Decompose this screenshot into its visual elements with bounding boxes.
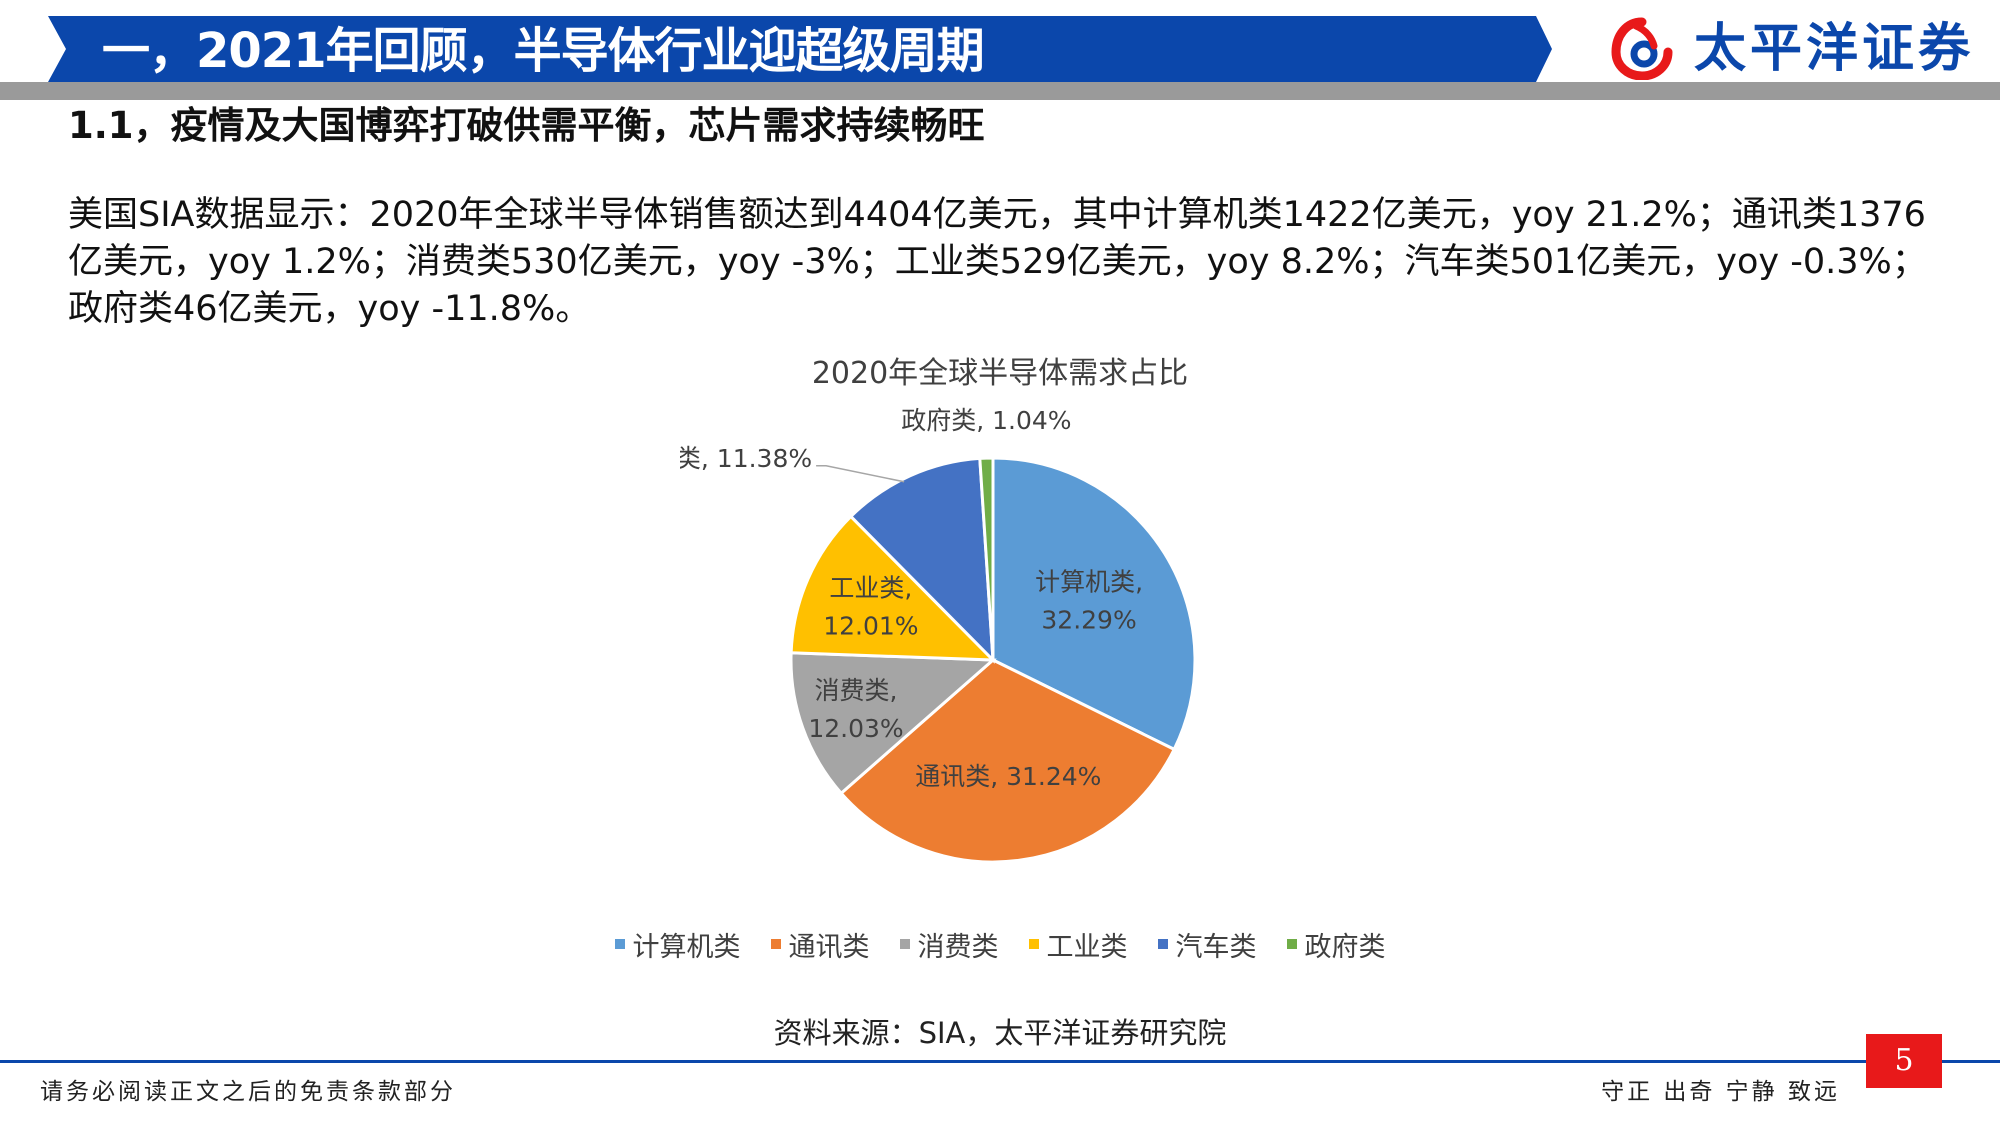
chart-legend: 计算机类 通讯类 消费类 工业类 汽车类 政府类	[590, 922, 1410, 966]
footer-disclaimer: 请务必阅读正文之后的免责条款部分	[40, 1079, 456, 1105]
legend-label-government: 政府类	[1304, 931, 1386, 963]
company-logo: 太平洋证券	[1610, 14, 1990, 84]
legend-item-consumer: 消费类	[899, 925, 999, 964]
header-divider	[0, 82, 2000, 100]
legend-item-industrial: 工业类	[1028, 925, 1128, 964]
data-label-communication: 通讯类, 31.24%	[915, 762, 1101, 791]
data-label-automotive: 汽车类, 11.38%	[680, 444, 812, 473]
pie-slice-consumer	[789, 651, 997, 796]
page-title: 一，2021年回顾，半导体行业迎超级周期	[102, 23, 985, 79]
legend-swatch-government	[1286, 939, 1297, 949]
legend-swatch-automotive	[1157, 939, 1168, 949]
data-label-industrial: 工业类, 12.01%	[823, 573, 918, 640]
body-paragraph: 美国SIA数据显示：2020年全球半导体销售额达到4404亿美元，其中计算机类1…	[68, 195, 1927, 329]
logo-text: 太平洋证券	[1694, 19, 1975, 79]
pie-slice-computer	[991, 456, 1197, 752]
legend-swatch-communication	[770, 939, 781, 949]
legend-label-industrial: 工业类	[1046, 931, 1128, 963]
pie-chart: 计算机类, 32.29% 通讯类, 31.24% 消费类, 12.03% 工业类, 12.0…	[680, 406, 1197, 864]
legend-label-consumer: 消费类	[917, 931, 999, 963]
data-label-consumer: 消费类, 12.03%	[808, 676, 903, 743]
pie-slice-communication	[839, 658, 1177, 864]
legend-swatch-computer	[614, 939, 625, 949]
page-number: 5	[1866, 1034, 1942, 1088]
pie-slice-automotive	[848, 456, 995, 664]
header-band	[48, 16, 1552, 82]
legend-label-computer: 计算机类	[632, 931, 741, 963]
legend-item-government: 政府类	[1286, 925, 1386, 964]
footer-motto: 守正 出奇 宁静 致远	[1601, 1079, 1840, 1105]
legend-swatch-consumer	[899, 939, 910, 949]
source-note: 资料来源：SIA，太平洋证券研究院	[773, 1016, 1227, 1050]
data-label-government: 政府类, 1.04%	[901, 406, 1071, 435]
footer-divider	[0, 1060, 2000, 1063]
section-heading: 1.1，疫情及大国博弈打破供需平衡，芯片需求持续畅旺	[68, 104, 985, 147]
pie-slice-industrial	[789, 514, 997, 662]
data-label-computer: 计算机类, 32.29%	[1035, 567, 1143, 634]
legend-item-computer: 计算机类	[614, 925, 741, 964]
leader-line-automotive	[816, 465, 905, 483]
legend-label-automotive: 汽车类	[1175, 931, 1257, 963]
chart-title: 2020年全球半导体需求占比	[811, 356, 1189, 391]
legend-label-communication: 通讯类	[788, 931, 870, 963]
legend-item-automotive: 汽车类	[1157, 925, 1257, 964]
pie-slice-government	[978, 456, 995, 661]
logo-mark-icon	[1611, 17, 1673, 80]
legend-swatch-industrial	[1028, 939, 1039, 949]
legend-item-communication: 通讯类	[770, 925, 870, 964]
